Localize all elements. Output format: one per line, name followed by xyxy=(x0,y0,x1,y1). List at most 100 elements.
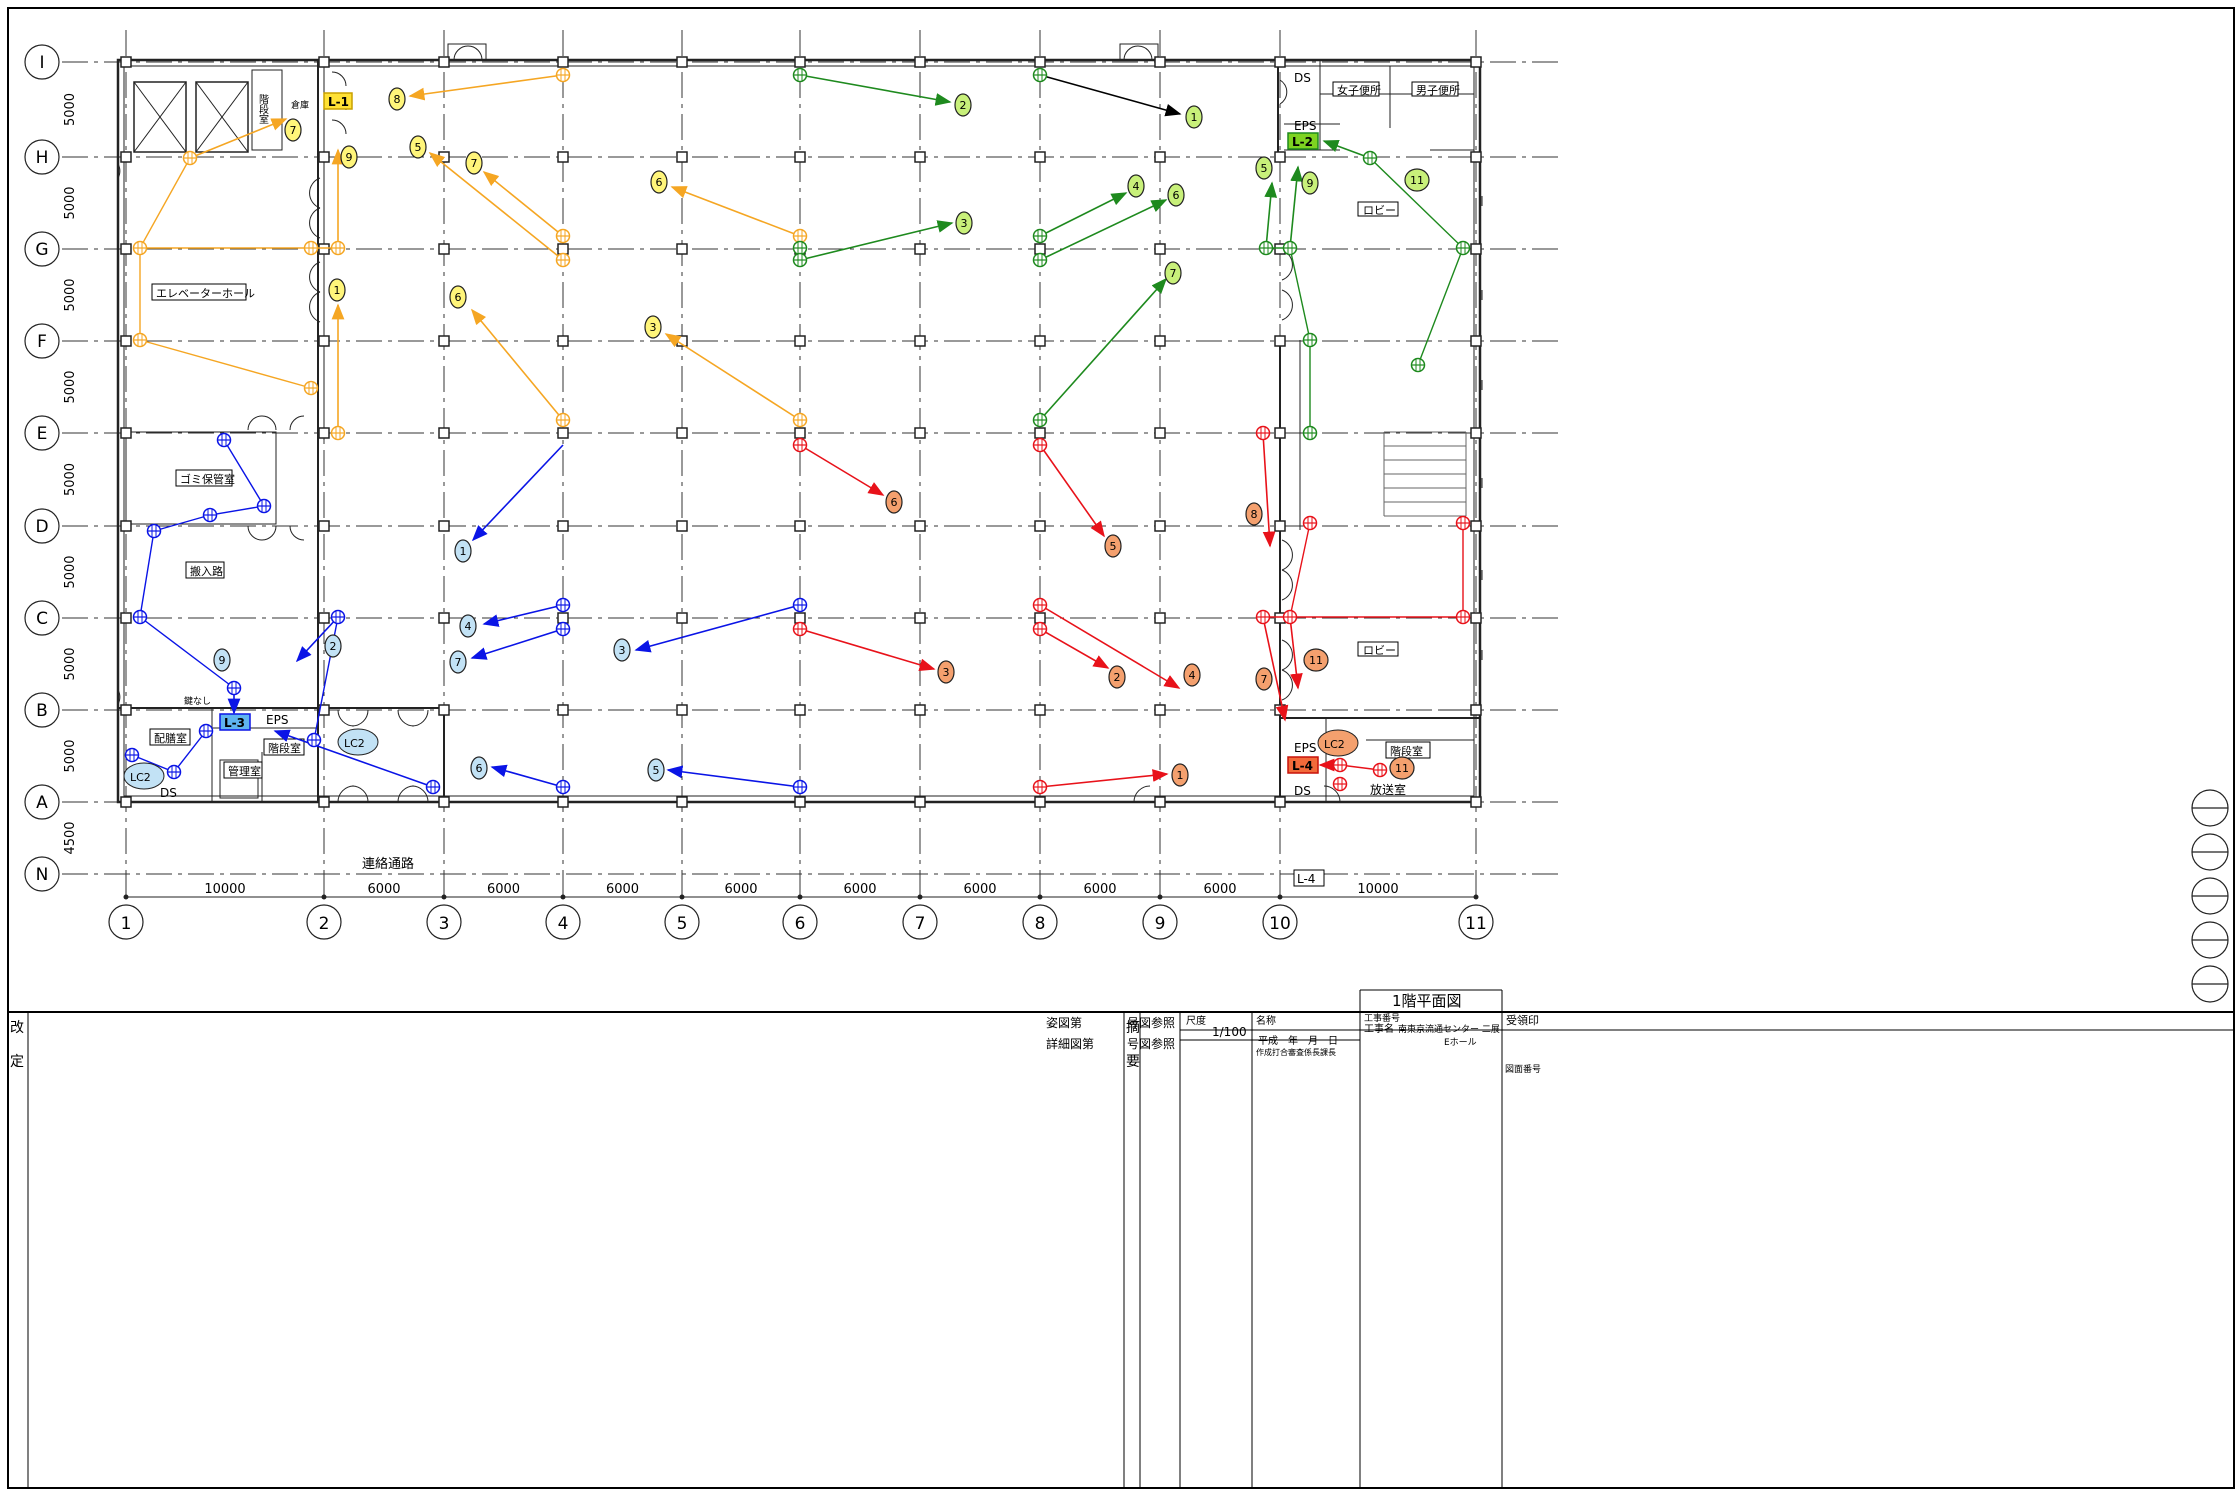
col-spacing-label: 10000 xyxy=(1357,882,1398,897)
circuit-label-1: 1 xyxy=(1191,111,1198,124)
column xyxy=(120,243,132,255)
column xyxy=(120,335,132,347)
column xyxy=(438,56,450,68)
panel-lc2-b-label: LC2 xyxy=(344,737,365,750)
room-broadcast: 放送室 xyxy=(1370,782,1406,797)
circuit-label-bubble xyxy=(1164,261,1182,285)
circuit-label-2: 2 xyxy=(1114,671,1121,684)
circuit-label-2: 2 xyxy=(330,640,337,653)
circuit-label-bubble xyxy=(340,145,358,169)
light-fixture-orange xyxy=(792,228,808,244)
light-fixture-orange xyxy=(303,380,319,396)
column xyxy=(1470,704,1482,716)
column xyxy=(438,243,450,255)
light-fixture-green xyxy=(1032,228,1048,244)
col-spacing-label: 6000 xyxy=(963,882,996,897)
col-bubble xyxy=(664,904,700,940)
circuit-label-bubble xyxy=(1185,105,1203,129)
column xyxy=(438,704,450,716)
circuit-label-3: 3 xyxy=(650,321,657,334)
col-bubble xyxy=(1142,904,1178,940)
date-label: 平成 年 月 日 xyxy=(1258,1034,1338,1047)
panel-l4 xyxy=(1287,756,1319,774)
circuit-label-bubble xyxy=(1183,663,1201,687)
column xyxy=(1154,151,1166,163)
column xyxy=(914,612,926,624)
row-label: F xyxy=(37,332,47,352)
panel-l4-label: L-4 xyxy=(1292,759,1313,773)
ref1-b: 号図参照 xyxy=(1127,1015,1175,1030)
column xyxy=(794,704,806,716)
roles-label: 作成打合審査係長課長 xyxy=(1256,1047,1336,1057)
light-fixture-blue xyxy=(306,732,322,748)
light-fixture-red xyxy=(1032,437,1048,453)
column xyxy=(1034,704,1046,716)
row-axis-labels: I H G F E D C B A N 5000 5000 5000 5000 5000 5000 5000 50… xyxy=(24,44,1476,898)
circuit-label-5: 5 xyxy=(1261,162,1268,175)
column xyxy=(557,335,569,347)
row-bubble xyxy=(24,692,60,728)
circuit-arrow-orange-3 xyxy=(664,333,801,421)
stamp-label: 受領印 xyxy=(1506,1013,1539,1027)
column xyxy=(794,151,806,163)
column xyxy=(1034,520,1046,532)
col-bubble xyxy=(306,904,342,940)
row-spacing-label: 4500 xyxy=(63,821,78,854)
panel-l4-bottom xyxy=(1293,869,1325,887)
column xyxy=(1154,427,1166,439)
room-no-key: 鍵なし xyxy=(184,695,211,707)
light-fixture-green xyxy=(1032,412,1048,428)
project-sub: Eホール xyxy=(1444,1037,1477,1048)
wiring-red xyxy=(1289,522,1464,618)
col-spacing-label: 6000 xyxy=(1083,882,1116,897)
circuit-label-bubble xyxy=(449,650,467,674)
light-fixture-green xyxy=(792,240,808,256)
column xyxy=(1154,335,1166,347)
column xyxy=(1154,612,1166,624)
column xyxy=(1470,427,1482,439)
column xyxy=(676,151,688,163)
column xyxy=(557,151,569,163)
row-label: A xyxy=(36,793,48,813)
circuit-label-9: 9 xyxy=(346,151,353,164)
room-elevator-hall-box xyxy=(151,283,247,301)
light-fixture-orange xyxy=(555,67,571,83)
room-mens-wc: 男子便所 xyxy=(1416,84,1460,97)
light-fixture-orange xyxy=(182,150,198,166)
column xyxy=(914,335,926,347)
circuit-label-5: 5 xyxy=(415,141,422,154)
row-bubble xyxy=(24,139,60,175)
light-fixture-blue xyxy=(256,498,272,514)
panel-l1-label: L-1 xyxy=(328,95,349,109)
circuit-label-5: 5 xyxy=(653,764,660,777)
circuit-arrow-red-6 xyxy=(799,444,885,496)
circuit-arrow-red-5 xyxy=(1039,444,1105,538)
light-fixture-blue xyxy=(555,597,571,613)
room-stair-sw: 階段室 xyxy=(268,741,301,755)
circuit-arrow-green-2 xyxy=(799,74,952,106)
row-bubble xyxy=(24,44,60,80)
light-fixture-red xyxy=(1032,621,1048,637)
circuit-label-bubble xyxy=(449,285,467,309)
title-block xyxy=(8,989,2234,1488)
dimension-tick xyxy=(441,894,447,900)
column xyxy=(120,704,132,716)
row-spacing-label: 5000 xyxy=(63,739,78,772)
row-spacing-label: 5000 xyxy=(63,647,78,680)
light-fixture-orange xyxy=(303,240,319,256)
dimension-tick xyxy=(797,894,803,900)
circuit-label-bubble xyxy=(213,648,231,672)
dimension-tick xyxy=(917,894,923,900)
col-label: 11 xyxy=(1465,914,1487,934)
column xyxy=(1274,335,1286,347)
circuit-label-2: 2 xyxy=(960,99,967,112)
circuit-label-bubble xyxy=(644,315,662,339)
column xyxy=(676,704,688,716)
column xyxy=(318,612,330,624)
column xyxy=(1470,520,1482,532)
column xyxy=(1034,56,1046,68)
circuit-arrow-black-1 xyxy=(1039,74,1182,117)
col-label: 8 xyxy=(1035,914,1046,934)
column xyxy=(1274,427,1286,439)
circuit-label-bubble xyxy=(955,211,973,235)
